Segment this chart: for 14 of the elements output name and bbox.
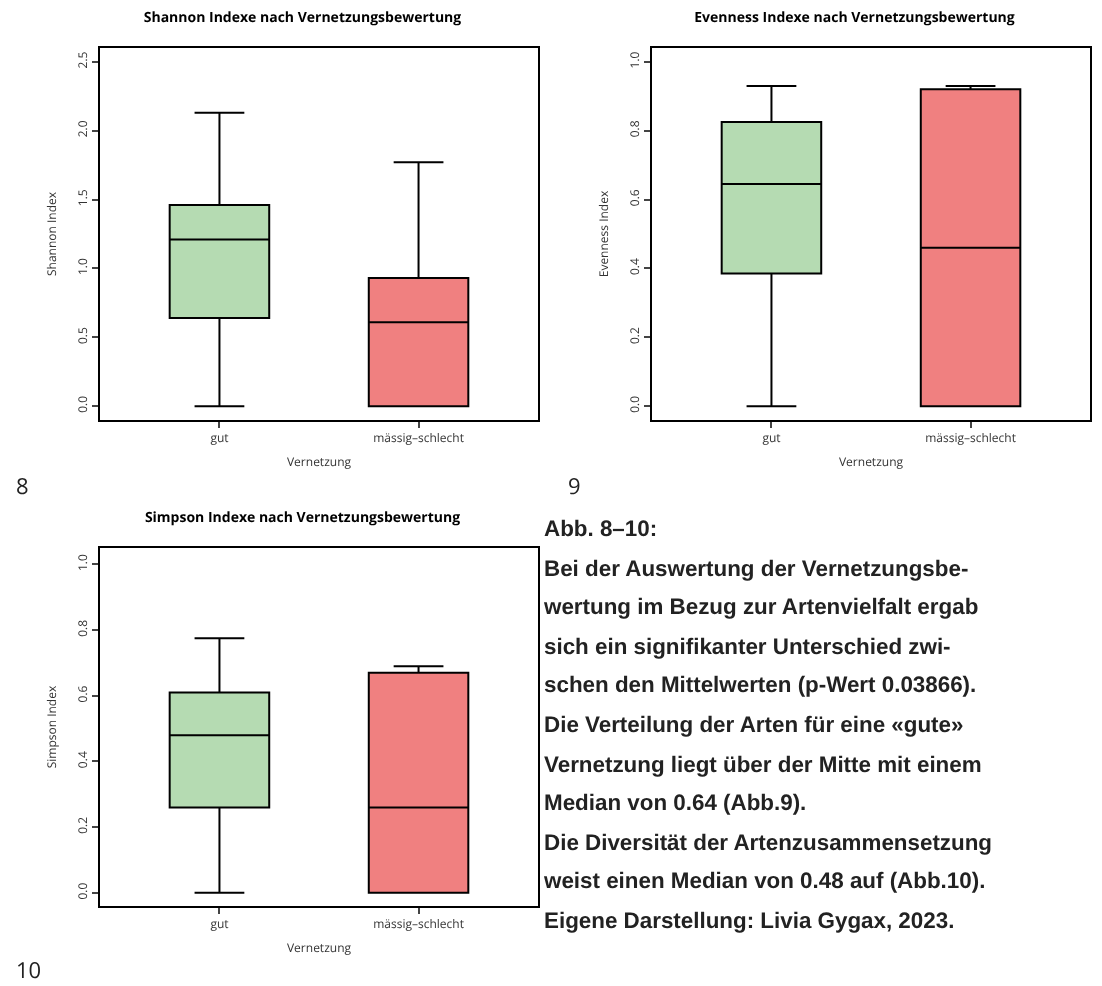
text: Vernetzung liegt über der Mitte mit einem [544, 751, 984, 782]
text: weist einen Median von 0.48 auf (Abb.10). [544, 868, 988, 899]
text: Eigene Darstellung: Livia Gygax, 2023. [544, 907, 957, 938]
text: sich ein signifikanter Unterschied zwi- [544, 633, 953, 664]
text: Abb. 8–10: [544, 516, 660, 546]
text: 8 [16, 472, 29, 502]
text: 9 [568, 472, 581, 502]
text: Bei der Auswertung der Vernetzungsbe- [544, 555, 971, 586]
text: wertung im Bezug zur Artenvielfalt ergab [544, 594, 981, 625]
text: 10 [16, 956, 42, 986]
text: schen den Mittelwerten (p-Wert 0.03866). [544, 672, 979, 703]
text: Die Diversität der Artenzusammensetzung [544, 829, 995, 860]
text: Die Verteilung der Arten für eine «gute» [544, 711, 966, 742]
text: Median von 0.64 (Abb.9). [544, 790, 809, 821]
